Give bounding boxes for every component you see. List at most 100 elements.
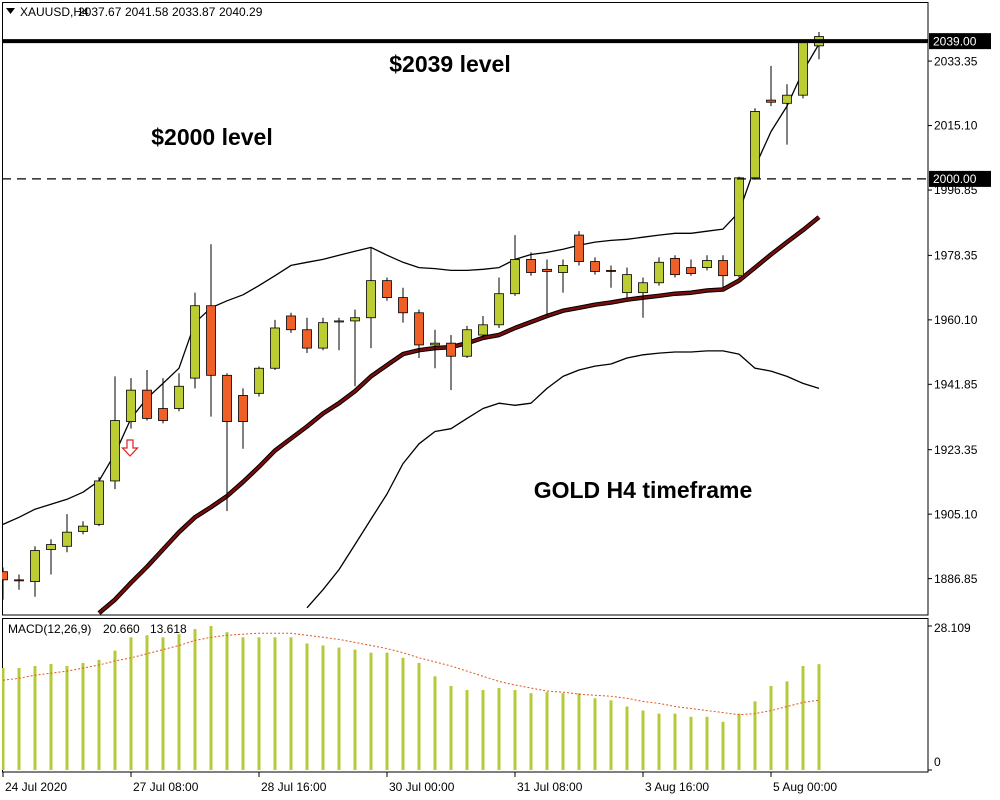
macd-bar (577, 693, 581, 770)
outer-band (306, 350, 820, 609)
x-tick-label: 28 Jul 16:00 (261, 780, 327, 794)
macd-bar (321, 645, 325, 770)
candle-body (510, 259, 520, 295)
macd-bar (593, 698, 597, 770)
candle-body (270, 327, 280, 369)
macd-bar (305, 643, 309, 770)
macd-name: MACD(12,26,9) (8, 622, 91, 636)
candle-body (766, 99, 776, 103)
candle-body (254, 367, 264, 394)
candle-body (446, 342, 456, 357)
macd-bar (769, 685, 773, 770)
x-tick-label: 3 Aug 16:00 (645, 780, 709, 794)
macd-bar (753, 701, 757, 770)
candle-body (782, 94, 792, 104)
annotation: $2039 level (389, 51, 511, 77)
candle-body (30, 550, 40, 583)
candle-body (558, 265, 568, 273)
level-label-box (929, 170, 991, 187)
macd-bar (369, 652, 373, 770)
macd-bar (609, 700, 613, 770)
y-tick-label: 1923.35 (934, 443, 978, 457)
candle-body (622, 274, 632, 294)
macd-bar (545, 692, 549, 770)
candle-body (494, 293, 504, 326)
signal-line (2, 632, 820, 716)
candle-body (382, 280, 392, 298)
macd-signal-readout: 13.618 (150, 622, 187, 636)
macd-bar (689, 716, 693, 770)
macd-bar (145, 635, 149, 770)
candle-body (414, 312, 424, 346)
y-tick-label: 28.109 (934, 621, 971, 635)
macd-bar (17, 668, 21, 770)
macd-bar (657, 713, 661, 770)
candle-body (590, 261, 600, 272)
candle-body (430, 342, 440, 346)
macd-bar (625, 706, 629, 770)
macd-bar (785, 681, 789, 770)
macd-bar (513, 690, 517, 770)
candle-body (366, 280, 376, 319)
level-label: 2000.00 (933, 172, 977, 186)
candle-body (526, 259, 536, 273)
macd-bar (385, 652, 389, 770)
macd-bar (481, 690, 485, 770)
y-tick-label: 0 (934, 755, 941, 769)
macd-bar (401, 657, 405, 770)
candle-body (654, 261, 664, 284)
candle-body (798, 41, 808, 96)
candle-body (238, 395, 248, 422)
y-tick-label: 1978.35 (934, 249, 978, 263)
high-readout: 2041.58 (125, 5, 169, 19)
macd-bar (97, 659, 101, 770)
level-label: 2039.00 (933, 34, 977, 48)
symbol: XAUUSD,H4 (20, 5, 89, 19)
candle-body (702, 260, 712, 268)
macd-bar (705, 716, 709, 770)
macd-bar (561, 693, 565, 770)
macd-bar (241, 637, 245, 770)
candle-body (638, 282, 648, 294)
macd-bar (289, 637, 293, 770)
y-tick-label: 1960.10 (934, 313, 978, 327)
candle-body (286, 315, 296, 331)
candle-body (686, 267, 696, 274)
candle-body (318, 322, 328, 349)
y-tick-label: 1886.85 (934, 572, 978, 586)
candle-body (110, 420, 120, 482)
price-plot (2, 32, 824, 615)
x-tick-label: 31 Jul 08:00 (517, 780, 583, 794)
candle-body (62, 531, 72, 547)
open-readout: 2037.67 (78, 5, 122, 19)
candle-body (126, 389, 136, 422)
macd-bar (737, 713, 741, 770)
annotation: $2000 level (151, 124, 273, 150)
candle-body (670, 257, 680, 276)
y-tick-label: 1905.10 (934, 507, 978, 521)
macd-bar (641, 710, 645, 770)
candle-body (206, 305, 216, 376)
symbol-menu-icon (6, 8, 15, 14)
candle-body (718, 260, 728, 277)
sell-arrow (121, 439, 139, 457)
macd-bar (673, 713, 677, 770)
macd-bar (193, 629, 197, 770)
candle-body (606, 269, 616, 272)
candle-body (750, 111, 760, 179)
macd-bar (177, 634, 181, 770)
candle-body (14, 579, 24, 582)
candle-body (734, 177, 744, 277)
candle-body (350, 317, 360, 322)
candle-body (542, 268, 552, 272)
macd-bar (81, 662, 85, 770)
macd-bar (529, 693, 533, 770)
macd-bar (801, 666, 805, 770)
candle-body (78, 525, 88, 532)
macd-bar (2, 668, 5, 770)
macd-bar (129, 637, 133, 770)
macd-bar (113, 650, 117, 770)
